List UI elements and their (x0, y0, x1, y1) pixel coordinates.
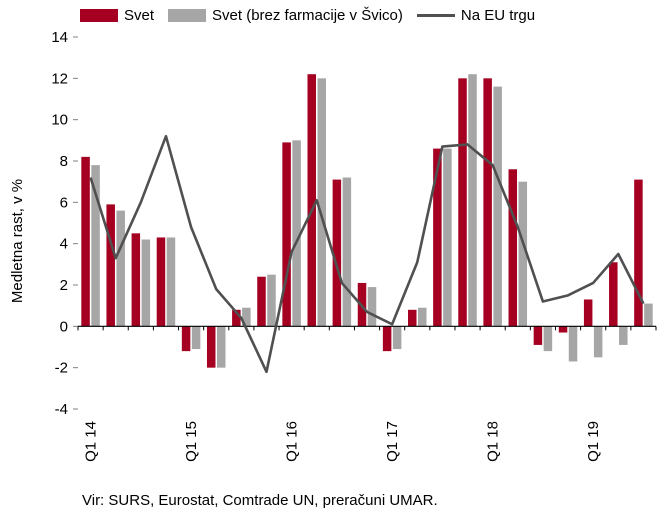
y-axis-label: Medletna rast, v % (9, 179, 26, 303)
bar-svet-brez (292, 140, 301, 327)
bar-svet-brez (468, 74, 477, 327)
bar-svet-brez (141, 239, 151, 327)
bar-svet (181, 326, 191, 352)
bar-svet-brez (267, 274, 276, 327)
x-tick-label: Q1 19 (585, 421, 602, 462)
bar-svet (483, 78, 492, 327)
bar-svet (206, 326, 216, 368)
bar-series (81, 74, 653, 368)
source-note: Vir: SURS, Eurostat, Comtrade UN, prerač… (82, 492, 438, 509)
bar-svet (508, 169, 518, 327)
bar-svet-brez (543, 326, 553, 352)
bar-svet (458, 78, 467, 327)
y-tick-label: 10 (51, 112, 68, 129)
x-tick-label: Q1 14 (83, 421, 100, 462)
y-tick-label: -4 (55, 401, 68, 418)
x-tick-label: Q1 18 (485, 421, 502, 462)
legend-item-svet-brez: Svet (brez farmacije v Švico) (168, 7, 403, 24)
bar-svet-brez (317, 78, 326, 327)
x-axis-tick-labels: Q1 14 Q1 15 Q1 16 Q1 17 Q1 18 Q1 19 (83, 421, 603, 462)
bar-svet (156, 237, 166, 327)
bar-svet (609, 262, 618, 327)
bar-svet-brez (191, 326, 201, 350)
bar-svet (282, 142, 291, 327)
bar-svet (408, 309, 417, 327)
y-tick-label: 8 (60, 153, 68, 170)
bar-svet-brez (242, 307, 251, 327)
bar-svet (382, 326, 392, 352)
bar-svet-brez (443, 148, 452, 327)
x-tick-label: Q1 16 (284, 421, 301, 462)
legend-label-svet-brez: Svet (brez farmacije v Švico) (212, 7, 403, 24)
bar-svet (634, 179, 643, 327)
na-eu-trgu-line (89, 134, 645, 374)
bar-svet (332, 179, 342, 327)
legend-label-svet: Svet (124, 7, 155, 24)
x-axis (77, 325, 657, 331)
bar-svet (558, 326, 568, 333)
bar-svet (81, 156, 90, 327)
bar-svet-brez (342, 177, 352, 327)
bar-svet (307, 74, 316, 327)
bar-svet (583, 299, 593, 327)
y-tick-label: 6 (60, 194, 68, 211)
bar-svet (533, 326, 543, 345)
legend-item-svet: Svet (80, 7, 154, 24)
bar-svet (232, 309, 241, 327)
legend: Svet Svet (brez farmacije v Švico) Na EU… (80, 7, 549, 24)
bar-svet-brez (392, 326, 402, 350)
bar-svet-brez (518, 181, 528, 327)
bar-svet-brez (367, 287, 377, 327)
bar-svet-brez (116, 210, 125, 327)
legend-swatch-na-eu (416, 14, 455, 17)
bar-svet (257, 276, 266, 327)
y-tick-label: 14 (51, 29, 68, 46)
bar-svet-brez (619, 326, 628, 345)
bar-svet (106, 204, 115, 327)
legend-label-na-eu: Na EU trgu (460, 7, 536, 24)
bar-svet-brez (166, 237, 176, 327)
bar-svet-brez (593, 326, 603, 358)
bar-svet-brez (493, 86, 502, 327)
bar-svet (131, 233, 141, 327)
y-tick-label: 0 (60, 318, 68, 335)
x-tick-label: Q1 15 (183, 421, 200, 462)
bar-svet-brez (568, 326, 578, 362)
y-tick-label: 4 (60, 236, 68, 253)
x-tick-label: Q1 17 (384, 421, 401, 462)
legend-swatch-svet-brez (168, 9, 207, 22)
bar-svet-brez (216, 326, 226, 368)
bar-svet-brez (418, 307, 427, 327)
bar-svet-brez (91, 165, 100, 327)
bar-svet (433, 148, 442, 327)
y-tick-label: -2 (55, 360, 68, 377)
y-axis-ticks: -4 -2 0 2 4 6 8 10 12 14 (51, 29, 78, 418)
legend-item-na-eu: Na EU trgu (416, 7, 536, 24)
y-tick-label: 12 (51, 70, 68, 87)
legend-swatch-svet (80, 9, 118, 22)
bar-svet-brez (644, 303, 653, 327)
y-tick-label: 2 (60, 277, 68, 294)
